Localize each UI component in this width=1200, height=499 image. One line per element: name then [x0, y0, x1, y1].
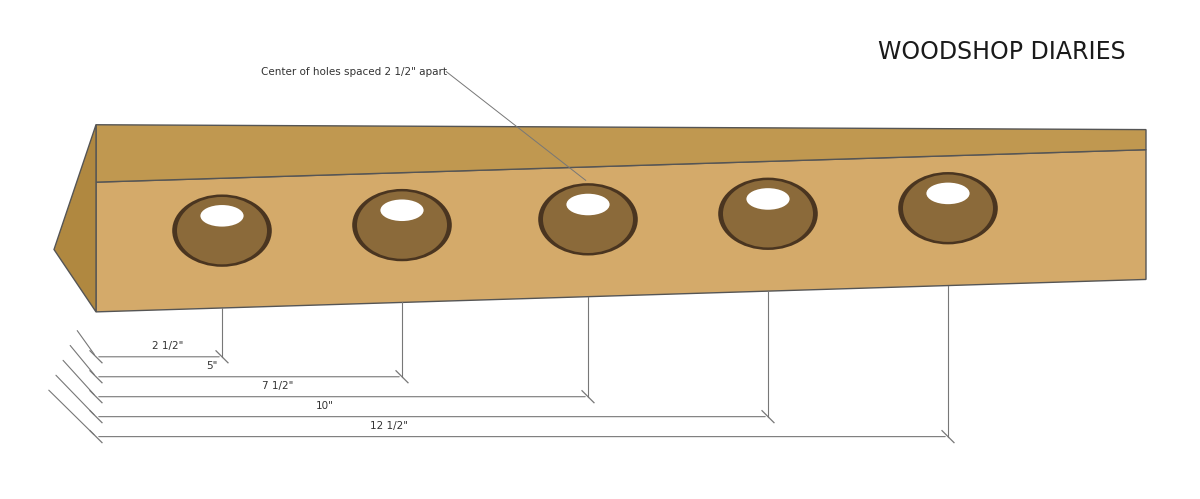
- Ellipse shape: [539, 183, 638, 255]
- Text: Center of holes spaced 2 1/2" apart: Center of holes spaced 2 1/2" apart: [262, 67, 446, 77]
- Text: 5": 5": [206, 361, 217, 371]
- Polygon shape: [96, 150, 1146, 312]
- Ellipse shape: [353, 189, 452, 261]
- Ellipse shape: [926, 183, 970, 204]
- Ellipse shape: [358, 192, 446, 259]
- Ellipse shape: [542, 186, 634, 253]
- Ellipse shape: [173, 195, 272, 267]
- Ellipse shape: [380, 200, 424, 221]
- Text: WOODSHOP DIARIES: WOODSHOP DIARIES: [878, 40, 1126, 64]
- Text: 12 1/2": 12 1/2": [370, 421, 408, 431]
- Text: 10": 10": [316, 401, 334, 411]
- Ellipse shape: [200, 205, 244, 227]
- Ellipse shape: [178, 197, 266, 264]
- Ellipse shape: [722, 180, 814, 248]
- Ellipse shape: [898, 172, 998, 245]
- Ellipse shape: [904, 175, 994, 242]
- Text: 7 1/2": 7 1/2": [262, 381, 293, 391]
- Ellipse shape: [718, 178, 818, 250]
- Text: 2 1/2": 2 1/2": [152, 341, 184, 351]
- Ellipse shape: [566, 194, 610, 215]
- Polygon shape: [54, 125, 96, 312]
- Polygon shape: [96, 125, 1146, 182]
- Ellipse shape: [746, 188, 790, 210]
